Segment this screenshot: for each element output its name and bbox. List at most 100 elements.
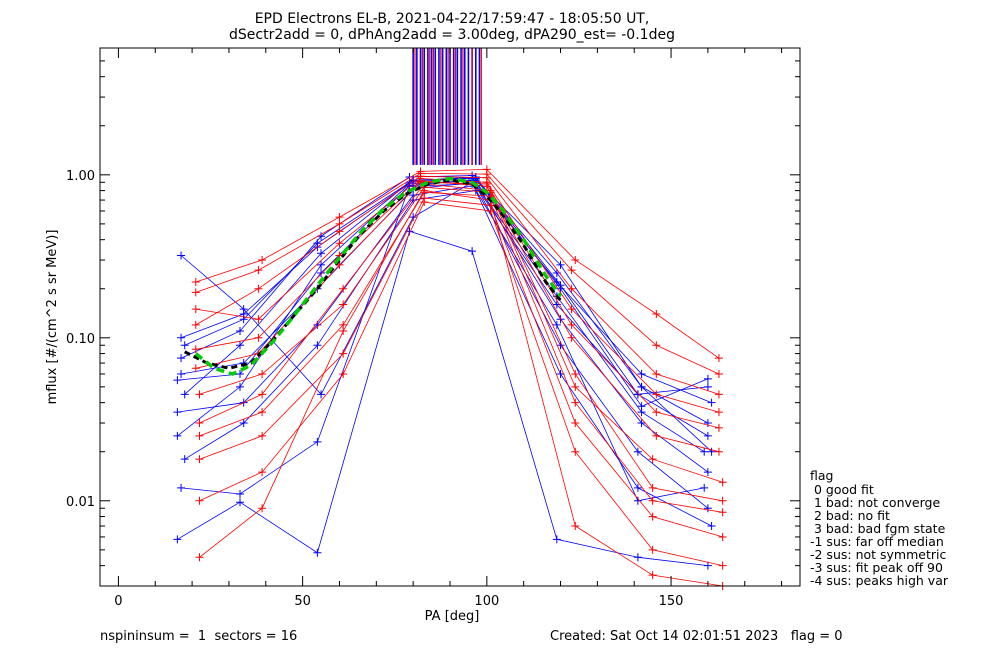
data-point bbox=[718, 532, 727, 541]
series bbox=[173, 181, 712, 513]
data-point bbox=[571, 522, 580, 531]
series bbox=[180, 186, 716, 531]
data-point bbox=[703, 431, 712, 440]
footer-right: Created: Sat Oct 14 02:01:51 2023 flag =… bbox=[550, 629, 843, 644]
data-point bbox=[714, 369, 723, 378]
series bbox=[191, 174, 723, 417]
data-point bbox=[236, 490, 244, 499]
data-point bbox=[703, 468, 712, 477]
series-line bbox=[199, 190, 723, 587]
data-point bbox=[177, 354, 186, 363]
data-point bbox=[468, 247, 477, 256]
data-point bbox=[420, 188, 429, 197]
data-point bbox=[637, 369, 646, 378]
data-point bbox=[718, 478, 727, 487]
data-point bbox=[195, 455, 204, 464]
series-line bbox=[199, 186, 723, 483]
data-point bbox=[254, 266, 263, 275]
top-bars bbox=[412, 48, 482, 165]
data-point bbox=[254, 284, 263, 293]
data-point bbox=[335, 227, 344, 236]
data-point bbox=[571, 419, 580, 428]
x-tick-label: 100 bbox=[474, 594, 499, 609]
data-point bbox=[420, 198, 429, 207]
series-line bbox=[184, 178, 709, 407]
legend: flag 0 good fit 1 bad: not converge 2 ba… bbox=[810, 468, 949, 588]
chart-title: EPD Electrons EL-B, 2021-04-22/17:59:47 … bbox=[255, 11, 650, 27]
data-point bbox=[258, 408, 267, 417]
data-point bbox=[714, 408, 723, 417]
series bbox=[177, 179, 709, 505]
data-point bbox=[567, 320, 576, 329]
data-point bbox=[652, 369, 661, 378]
legend-entry: 3 bad: bad fgm state bbox=[810, 521, 946, 536]
data-point bbox=[486, 206, 495, 215]
series-line bbox=[195, 181, 719, 429]
series-line bbox=[199, 201, 723, 566]
series bbox=[177, 172, 712, 399]
data-point bbox=[571, 398, 580, 407]
data-point bbox=[637, 382, 646, 391]
data-point bbox=[335, 239, 344, 248]
data-point bbox=[703, 374, 712, 383]
data-point bbox=[652, 390, 661, 399]
data-point bbox=[556, 281, 565, 290]
data-point bbox=[236, 327, 244, 336]
series-line bbox=[195, 175, 720, 395]
series-line bbox=[195, 172, 720, 375]
data-point bbox=[236, 341, 244, 350]
data-point bbox=[180, 390, 189, 399]
data-point bbox=[173, 431, 182, 440]
data-point bbox=[652, 309, 661, 318]
data-point bbox=[236, 382, 244, 391]
data-point bbox=[335, 219, 344, 228]
legend-title: flag bbox=[810, 468, 833, 483]
fit-curve bbox=[194, 176, 562, 376]
data-point bbox=[718, 508, 727, 517]
data-point bbox=[700, 447, 709, 456]
data-point bbox=[571, 447, 580, 456]
series bbox=[180, 173, 716, 407]
y-axis-label: mflux [#/(cm^2 s sr MeV)] bbox=[45, 230, 60, 405]
data-point bbox=[339, 284, 348, 293]
legend-entry: -4 sus: peaks high var bbox=[810, 573, 949, 588]
series-line bbox=[181, 183, 705, 502]
chart-subtitle: dSectr2add = 0, dPhAng2add = 3.00deg, dP… bbox=[229, 27, 675, 43]
data-point bbox=[714, 447, 723, 456]
series bbox=[195, 186, 727, 590]
x-tick-label: 50 bbox=[294, 594, 311, 609]
data-point bbox=[648, 512, 657, 521]
data-point bbox=[703, 419, 712, 428]
data-point bbox=[313, 437, 322, 446]
data-point bbox=[567, 305, 576, 314]
x-tick-label: 0 bbox=[114, 594, 122, 609]
legend-entry: -3 sus: fit peak off 90 bbox=[810, 560, 943, 575]
data-point bbox=[703, 382, 712, 391]
data-point bbox=[258, 431, 267, 440]
data-point bbox=[633, 390, 642, 399]
data-point bbox=[707, 522, 716, 531]
data-point bbox=[707, 398, 716, 407]
data-point bbox=[652, 431, 661, 440]
data-point bbox=[633, 483, 642, 492]
axes: 0 50 100 150 0.01 0.10 1.00 bbox=[66, 47, 800, 609]
series bbox=[191, 165, 723, 363]
series bbox=[195, 188, 727, 517]
series-line bbox=[177, 180, 709, 437]
data-point bbox=[236, 369, 244, 378]
data-point bbox=[552, 535, 561, 544]
data-point bbox=[633, 447, 642, 456]
series bbox=[191, 176, 723, 456]
data-point bbox=[317, 260, 326, 269]
data-point bbox=[191, 288, 200, 297]
data-point bbox=[313, 341, 322, 350]
data-point bbox=[191, 305, 200, 314]
series bbox=[173, 175, 709, 456]
data-point bbox=[637, 419, 646, 428]
data-point bbox=[552, 277, 561, 286]
data-point bbox=[633, 553, 642, 562]
series-line bbox=[177, 230, 708, 566]
data-point bbox=[633, 496, 642, 505]
data-point bbox=[637, 408, 646, 417]
